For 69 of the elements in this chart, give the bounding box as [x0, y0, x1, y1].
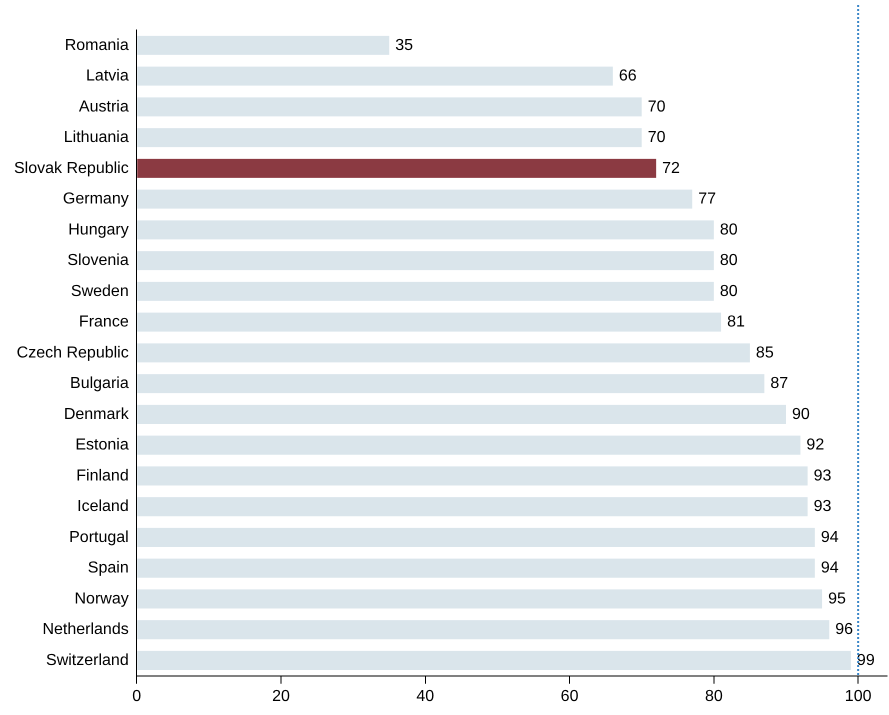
data-label: 99 [856, 652, 875, 669]
x-tick-label: 0 [132, 688, 142, 705]
bar [137, 128, 642, 148]
bar [137, 589, 822, 608]
x-tick-label: 20 [272, 688, 290, 705]
bar [137, 282, 714, 301]
y-tick-label: Spain [88, 560, 129, 577]
data-label: 85 [756, 344, 774, 362]
data-label: 70 [648, 129, 666, 146]
bar [137, 36, 390, 55]
data-label: 93 [814, 467, 832, 484]
data-label: 90 [792, 406, 810, 423]
y-tick-label: Sweden [70, 282, 129, 300]
y-tick-label: Norway [74, 590, 129, 608]
data-label: 95 [828, 590, 846, 608]
y-tick-label: France [78, 314, 129, 331]
data-label: 92 [806, 436, 824, 454]
bar [137, 343, 750, 362]
bar [137, 374, 764, 394]
y-tick-label: Netherlands [42, 621, 129, 638]
data-label: 35 [395, 36, 414, 54]
data-label: 80 [720, 252, 738, 270]
bar [137, 312, 722, 332]
y-tick-label: Bulgaria [70, 375, 129, 392]
y-tick-label: Lithuania [64, 129, 129, 146]
bar [137, 66, 613, 86]
y-tick-label: Slovenia [67, 252, 129, 270]
bar [137, 251, 714, 270]
y-tick-label: Switzerland [46, 652, 129, 669]
data-label: 81 [727, 314, 745, 331]
data-label: 93 [814, 498, 832, 516]
x-tick-label: 80 [704, 688, 723, 705]
data-label: 80 [720, 282, 738, 300]
y-tick-label: Iceland [77, 498, 129, 516]
data-label: 77 [698, 190, 716, 208]
bar [137, 497, 808, 516]
y-tick-label: Estonia [75, 436, 129, 454]
data-label: 80 [720, 221, 738, 238]
y-tick-label: Portugal [69, 528, 129, 546]
data-label: 94 [820, 560, 839, 577]
data-label: 87 [770, 375, 788, 392]
y-tick-label: Hungary [68, 221, 129, 238]
y-tick-label: Czech Republic [16, 344, 129, 362]
y-tick-label: Romania [64, 36, 129, 54]
y-tick-label: Denmark [64, 406, 130, 423]
data-label: 66 [618, 68, 637, 85]
y-tick-label: Slovak Republic [14, 160, 129, 177]
bar [137, 528, 815, 547]
y-tick-label: Finland [76, 467, 129, 484]
bar [137, 466, 808, 486]
bar [137, 190, 692, 209]
bar [137, 220, 714, 240]
bar [137, 97, 642, 116]
data-label: 96 [835, 621, 854, 638]
y-tick-label: Austria [78, 98, 129, 116]
data-label: 94 [820, 528, 839, 546]
x-tick-label: 100 [844, 688, 872, 705]
bar [137, 620, 830, 640]
x-tick-label: 60 [560, 688, 579, 705]
bar [137, 436, 800, 455]
bar [137, 158, 656, 178]
bar [137, 404, 786, 424]
x-tick-label: 40 [416, 688, 434, 705]
bar [137, 650, 851, 670]
data-label: 70 [648, 98, 666, 116]
data-label: 72 [662, 160, 680, 177]
bar [137, 558, 815, 578]
y-tick-label: Germany [62, 190, 129, 208]
y-tick-label: Latvia [86, 68, 129, 85]
